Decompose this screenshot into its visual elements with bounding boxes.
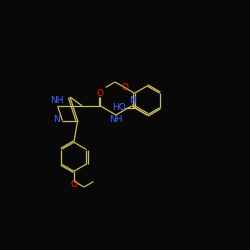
Text: NH: NH	[109, 116, 123, 124]
Text: O: O	[121, 82, 128, 92]
Text: N: N	[129, 96, 136, 106]
Text: NH: NH	[50, 96, 64, 106]
Text: HO: HO	[112, 103, 126, 112]
Text: O: O	[70, 180, 78, 189]
Text: N: N	[54, 115, 60, 124]
Text: O: O	[97, 89, 104, 98]
